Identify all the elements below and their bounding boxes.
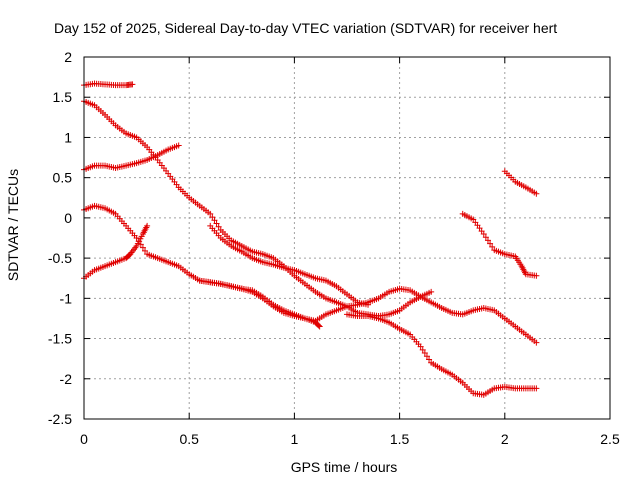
x-tick-label: 0.5 xyxy=(179,431,199,447)
y-tick-label: 1 xyxy=(64,129,72,145)
series-s9 xyxy=(459,210,540,279)
data-point xyxy=(144,222,151,229)
series-s4 xyxy=(81,202,540,346)
data-point xyxy=(487,240,494,247)
series-s7 xyxy=(196,277,323,330)
data-point xyxy=(533,190,540,197)
data-points xyxy=(81,80,540,398)
plot-frame xyxy=(83,56,611,420)
data-point xyxy=(489,243,496,250)
y-tick-label: -2 xyxy=(60,371,73,387)
data-point xyxy=(142,247,149,254)
data-point xyxy=(207,210,214,217)
data-point xyxy=(533,385,540,392)
y-axis-label: SDTVAR / TECUs xyxy=(5,169,21,281)
data-point xyxy=(480,230,487,237)
x-tick-label: 0 xyxy=(80,431,88,447)
x-tick-label: 1.5 xyxy=(390,431,410,447)
data-point xyxy=(533,272,540,279)
data-point xyxy=(423,353,430,360)
x-tick-labels: 0 0.5 1 1.5 2 2.5 xyxy=(80,431,620,447)
series-s2 xyxy=(81,98,435,320)
x-tick-label: 2.5 xyxy=(600,431,620,447)
data-point xyxy=(215,223,222,230)
x-tick-label: 1 xyxy=(291,431,299,447)
x-tick-label: 2 xyxy=(501,431,509,447)
y-tick-label: -0.5 xyxy=(48,250,72,266)
y-tick-label: 0.5 xyxy=(53,170,73,186)
data-point xyxy=(133,235,140,241)
y-tick-label: -2.5 xyxy=(48,411,72,427)
series-s10 xyxy=(501,168,540,197)
data-point xyxy=(426,356,433,363)
data-point xyxy=(365,301,372,308)
data-point xyxy=(211,217,218,224)
data-point xyxy=(428,288,435,295)
data-point xyxy=(316,323,323,330)
data-point xyxy=(419,346,426,353)
series-s3 xyxy=(81,142,182,173)
data-point xyxy=(129,81,136,88)
data-point xyxy=(484,237,491,244)
series-s5 xyxy=(81,222,151,282)
axis-ticks xyxy=(83,56,611,420)
y-tick-label: 0 xyxy=(64,210,72,226)
data-point xyxy=(533,339,540,346)
grid xyxy=(84,57,610,419)
data-point xyxy=(482,234,489,241)
data-point xyxy=(139,244,146,251)
chart-title: Day 152 of 2025, Sidereal Day-to-day VTE… xyxy=(54,20,557,36)
data-point xyxy=(213,220,220,227)
data-point xyxy=(417,343,424,350)
series-s1 xyxy=(81,80,136,89)
data-point xyxy=(175,142,182,149)
y-tick-label: -1 xyxy=(60,290,73,306)
series-s6 xyxy=(207,222,372,308)
data-point xyxy=(137,241,144,248)
y-tick-label: -1.5 xyxy=(48,331,72,347)
y-tick-label: 1.5 xyxy=(53,89,73,105)
y-tick-label: 2 xyxy=(64,49,72,65)
data-point xyxy=(315,322,322,329)
y-tick-labels: 2 1.5 1 0.5 0 -0.5 -1 -1.5 -2 -2.5 xyxy=(48,49,72,427)
x-axis-label: GPS time / hours xyxy=(291,459,398,475)
data-point xyxy=(421,350,428,357)
data-point xyxy=(209,214,216,221)
series-s8 xyxy=(344,311,540,398)
